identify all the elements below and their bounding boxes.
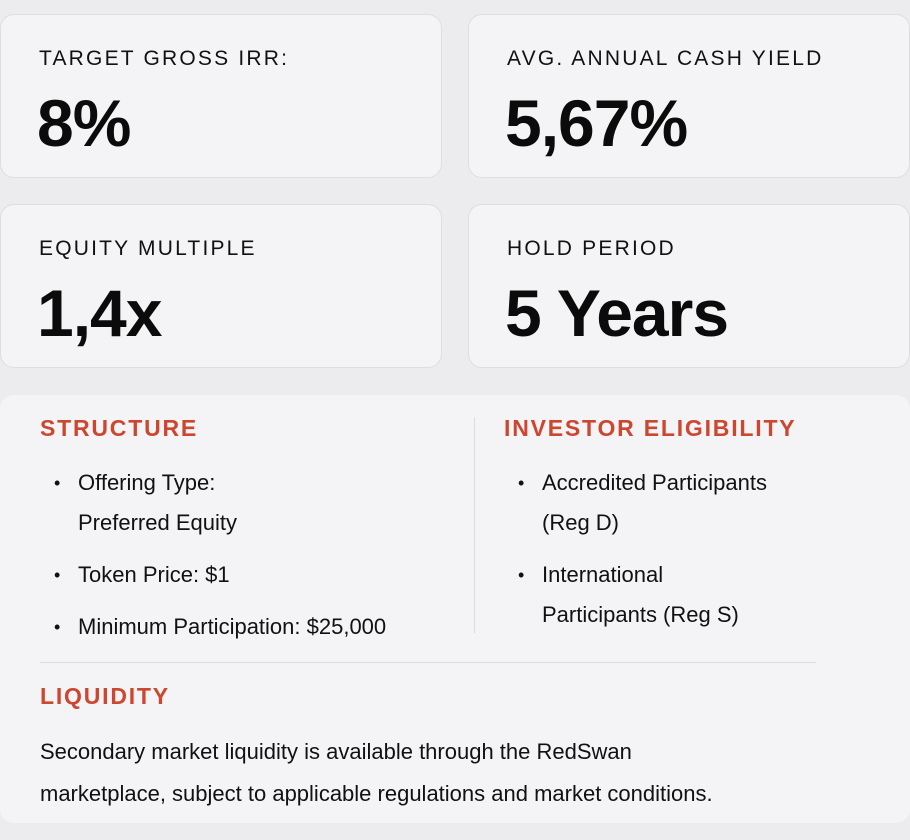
liquidity-text-line-2: marketplace, subject to applicable regul… (40, 781, 713, 806)
hold-period-value: 5 Years (505, 276, 729, 350)
structure-heading: STRUCTURE (40, 415, 199, 441)
eligibility-item-accredited: Accredited Participants (542, 470, 767, 495)
section-divider (40, 662, 816, 663)
eligibility-item-international-reg: Participants (Reg S) (542, 602, 739, 627)
investor-eligibility-list: • Accredited Participants (Reg D) • Inte… (504, 463, 894, 635)
target-gross-irr-value: 8% (37, 86, 131, 160)
bullet-icon: • (518, 473, 525, 493)
hold-period-card: HOLD PERIOD 5 Years (468, 204, 910, 368)
equity-multiple-label: EQUITY MULTIPLE (39, 237, 257, 260)
liquidity-text-line-1: Secondary market liquidity is available … (40, 739, 632, 764)
avg-annual-cash-yield-card: AVG. ANNUAL CASH YIELD 5,67% (468, 14, 910, 178)
target-gross-irr-card: TARGET GROSS IRR: 8% (0, 14, 442, 178)
structure-item-token-price: Token Price: $1 (78, 562, 230, 587)
eligibility-item-international: International (542, 562, 664, 587)
structure-item-offering-type-value: Preferred Equity (78, 510, 237, 535)
structure-item-minimum-participation: Minimum Participation: $25,000 (78, 614, 387, 639)
list-item: • Token Price: $1 (40, 555, 460, 595)
equity-multiple-value: 1,4x (37, 276, 162, 350)
bullet-icon: • (54, 617, 61, 637)
equity-multiple-card: EQUITY MULTIPLE 1,4x (0, 204, 442, 368)
investor-eligibility-heading: INVESTOR ELIGIBILITY (504, 415, 797, 441)
avg-annual-cash-yield-label: AVG. ANNUAL CASH YIELD (507, 47, 824, 70)
hold-period-label: HOLD PERIOD (507, 237, 676, 260)
offering-details-panel: STRUCTURE • Offering Type: Preferred Equ… (0, 395, 910, 823)
liquidity-heading: LIQUIDITY (40, 683, 170, 709)
eligibility-item-accredited-reg: (Reg D) (542, 510, 620, 535)
list-item: • Accredited Participants (Reg D) (504, 463, 894, 543)
list-item: • Minimum Participation: $25,000 (40, 607, 460, 647)
bullet-icon: • (518, 565, 525, 585)
bullet-icon: • (54, 565, 61, 585)
structure-item-offering-type: Offering Type: (78, 470, 216, 495)
liquidity-description: Secondary market liquidity is available … (40, 731, 840, 815)
column-divider (474, 417, 475, 633)
bullet-icon: • (54, 473, 61, 493)
structure-list: • Offering Type: Preferred Equity • Toke… (40, 463, 460, 647)
list-item: • International Participants (Reg S) (504, 555, 894, 635)
avg-annual-cash-yield-value: 5,67% (505, 86, 688, 160)
target-gross-irr-label: TARGET GROSS IRR: (39, 47, 290, 70)
list-item: • Offering Type: Preferred Equity (40, 463, 460, 543)
